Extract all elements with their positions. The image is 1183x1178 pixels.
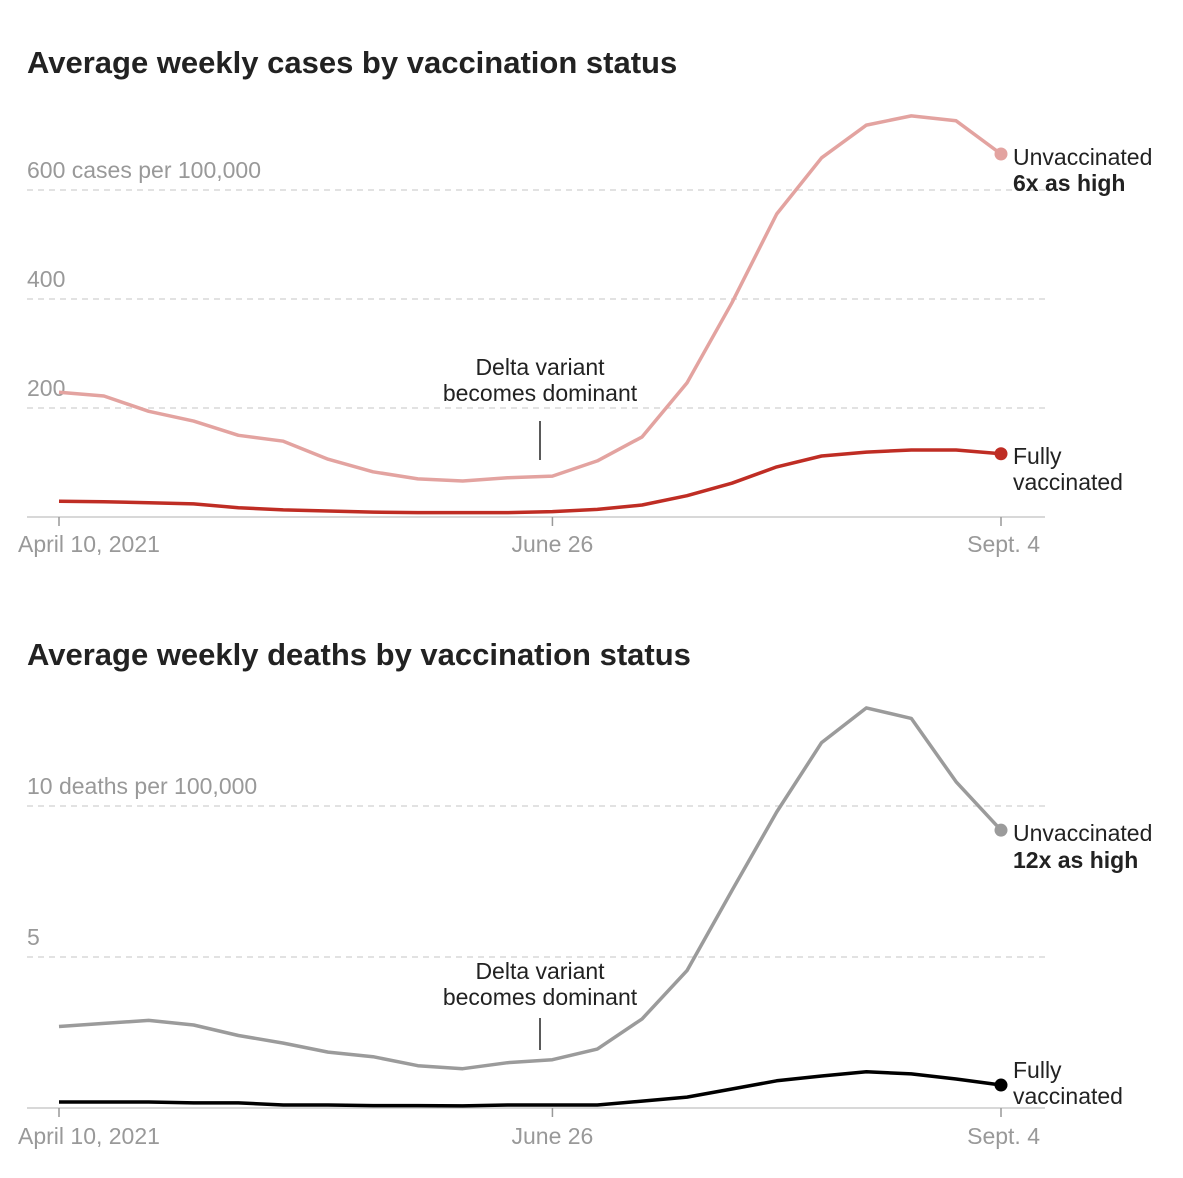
y-tick-label: 600 cases per 100,000: [27, 157, 261, 183]
series-end-label: 12x as high: [1013, 847, 1138, 873]
series-end-label: Unvaccinated: [1013, 144, 1152, 170]
x-tick-label: June 26: [511, 531, 593, 557]
series-end-point: [994, 1078, 1008, 1092]
series-end-label: vaccinated: [1013, 469, 1123, 495]
annotation-text: becomes dominant: [443, 984, 638, 1010]
y-tick-label: 10 deaths per 100,000: [27, 773, 257, 799]
x-tick-label: April 10, 2021: [18, 1123, 160, 1149]
series-end-label: vaccinated: [1013, 1083, 1123, 1109]
annotation-text: Delta variant: [475, 354, 605, 380]
series-line-unvaccinated: [58, 114, 1003, 483]
annotation-text: Delta variant: [475, 958, 605, 984]
x-tick-label: June 26: [511, 1123, 593, 1149]
series-end-label: Fully: [1013, 1057, 1062, 1083]
series-end-label: Fully: [1013, 443, 1062, 469]
series-end-point: [994, 823, 1008, 837]
chart-title: Average weekly cases by vaccination stat…: [27, 45, 677, 80]
series-line-fully-vaccinated: [58, 448, 1002, 515]
annotation-text: becomes dominant: [443, 380, 638, 406]
chart-title: Average weekly deaths by vaccination sta…: [27, 637, 691, 672]
series-end-point: [994, 447, 1008, 461]
series-line-fully-vaccinated: [59, 1070, 1002, 1108]
series-end-label: 6x as high: [1013, 170, 1125, 196]
x-tick-label: April 10, 2021: [18, 531, 160, 557]
y-tick-label: 200: [27, 375, 65, 401]
series-end-label: Unvaccinated: [1013, 820, 1152, 846]
chart-panel-deaths: Average weekly deaths by vaccination sta…: [18, 637, 1152, 1149]
x-tick-label: Sept. 4: [967, 531, 1040, 557]
series-line-unvaccinated: [58, 706, 1003, 1071]
series-end-point: [994, 147, 1008, 161]
y-tick-label: 400: [27, 266, 65, 292]
x-tick-label: Sept. 4: [967, 1123, 1040, 1149]
y-tick-label: 5: [27, 924, 40, 950]
chart-panel-cases: Average weekly cases by vaccination stat…: [18, 45, 1152, 557]
